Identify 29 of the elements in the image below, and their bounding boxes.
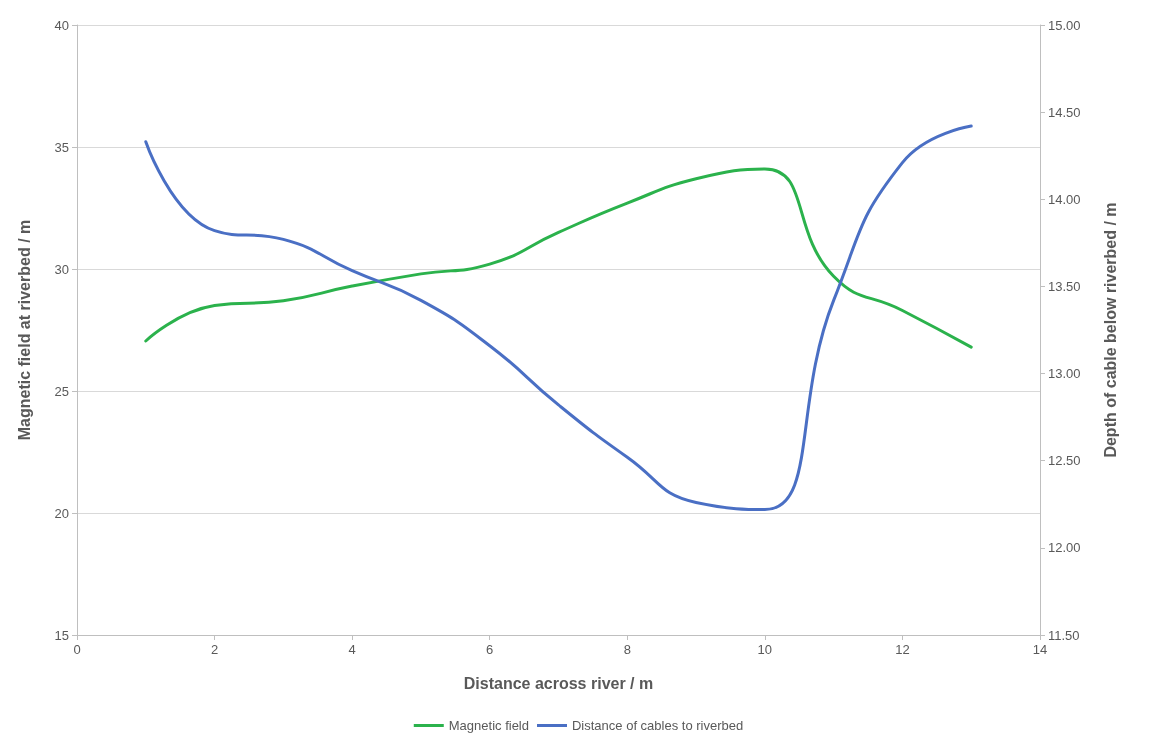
legend-label: Magnetic field [448,718,529,733]
x-tick-label: 12 [895,642,910,657]
line-series [144,167,973,349]
x-tick-label: 4 [348,642,356,657]
y2-tick-label: 14.50 [1048,104,1081,120]
legend-label: Distance of cables to riverbed [571,718,744,733]
line-series [144,124,973,512]
y2-tick-label: 14.00 [1048,191,1081,207]
x-axis-title: Distance across river / m [463,674,654,692]
y-tick-label: 30 [54,261,69,277]
y2-tick-label: 13.50 [1048,278,1081,294]
y2-tick-label: 12.00 [1048,540,1081,556]
y2-tick-label: 12.50 [1048,453,1081,469]
y2-tick-label: 15.00 [1048,17,1081,33]
y2-tick-label: 11.50 [1048,627,1080,643]
y-tick-label: 35 [54,139,69,155]
y2-axis-title: Depth of cable below riverbed / m [1101,202,1119,458]
y-tick-label: 20 [54,505,69,521]
x-tick-label: 6 [486,642,494,657]
y-tick-label: 40 [54,17,69,33]
y-tick-label: 25 [54,383,69,399]
x-tick-label: 10 [757,642,773,657]
x-tick-label: 2 [210,642,219,657]
y-axis-title: Magnetic field at riverbed / m [15,219,33,441]
y2-tick-label: 13.00 [1048,366,1081,382]
y-tick-label: 15 [54,627,69,643]
x-tick-label: 0 [73,642,81,657]
x-tick-label: 8 [623,642,631,657]
x-tick-label: 14 [1032,642,1048,657]
